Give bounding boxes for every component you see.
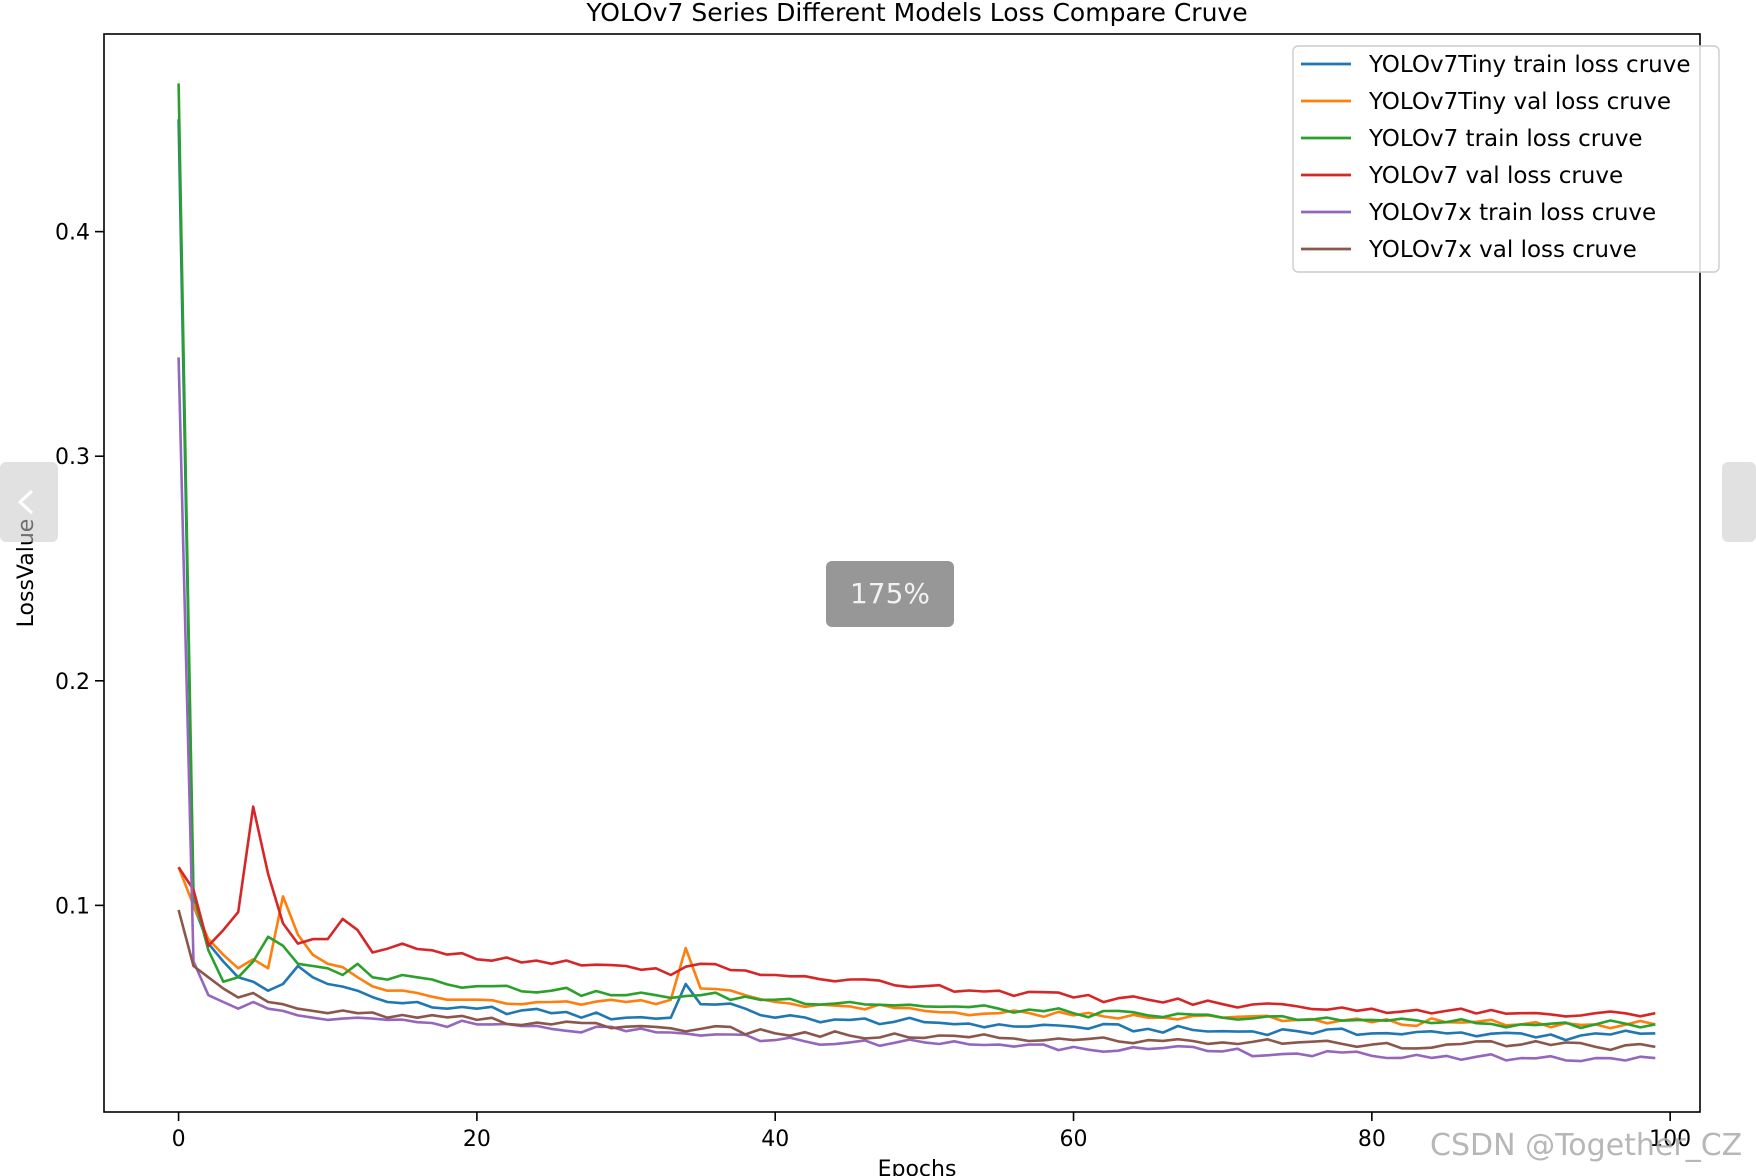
legend-label: YOLOv7Tiny val loss cruve [1368, 89, 1671, 115]
series-line-2 [177, 866, 1656, 1030]
chevron-left-icon [17, 489, 34, 515]
x-axis-label: Epochs [878, 1157, 957, 1176]
next-image-button[interactable] [1722, 462, 1756, 542]
x-tick-label: 80 [1358, 1127, 1386, 1152]
x-tick-label: 0 [172, 1127, 186, 1152]
zoom-level-badge: 175% [826, 561, 954, 627]
chart-title: YOLOv7 Series Different Models Loss Comp… [585, 0, 1247, 27]
series-line-3 [177, 83, 1656, 1030]
x-tick-label: 60 [1060, 1127, 1088, 1152]
legend-label: YOLOv7 val loss cruve [1368, 163, 1623, 189]
series-line-4 [177, 805, 1656, 1018]
legend-label: YOLOv7Tiny train loss cruve [1368, 52, 1691, 78]
x-tick-label: 100 [1649, 1127, 1691, 1152]
series-layer [177, 83, 1656, 1063]
y-axis-ticks: 0.1 0.2 0.3 0.4 [55, 221, 104, 919]
legend-entries: YOLOv7Tiny train loss cruve YOLOv7Tiny va… [1301, 52, 1691, 263]
legend-label: YOLOv7x train loss cruve [1368, 200, 1656, 226]
y-tick-label: 0.4 [55, 221, 90, 246]
series-line-1 [177, 119, 1656, 1042]
watermark: CSDN @Together_CZ [1430, 1128, 1743, 1163]
series-line-5 [177, 357, 1656, 1063]
legend-label: YOLOv7 train loss cruve [1368, 126, 1643, 152]
legend: YOLOv7Tiny train loss cruve YOLOv7Tiny va… [1292, 45, 1720, 273]
x-axis-ticks: 0 20 40 60 80 100 [172, 1112, 1691, 1152]
x-tick-label: 20 [463, 1127, 491, 1152]
y-tick-label: 0.1 [55, 894, 90, 919]
previous-image-button[interactable] [0, 462, 58, 542]
series-line-6 [177, 909, 1656, 1052]
legend-label: YOLOv7x val loss cruve [1368, 237, 1637, 263]
y-tick-label: 0.3 [55, 445, 90, 470]
x-tick-label: 40 [761, 1127, 789, 1152]
y-tick-label: 0.2 [55, 670, 90, 695]
plot-frame [103, 33, 1701, 1113]
legend-box [1292, 45, 1720, 273]
